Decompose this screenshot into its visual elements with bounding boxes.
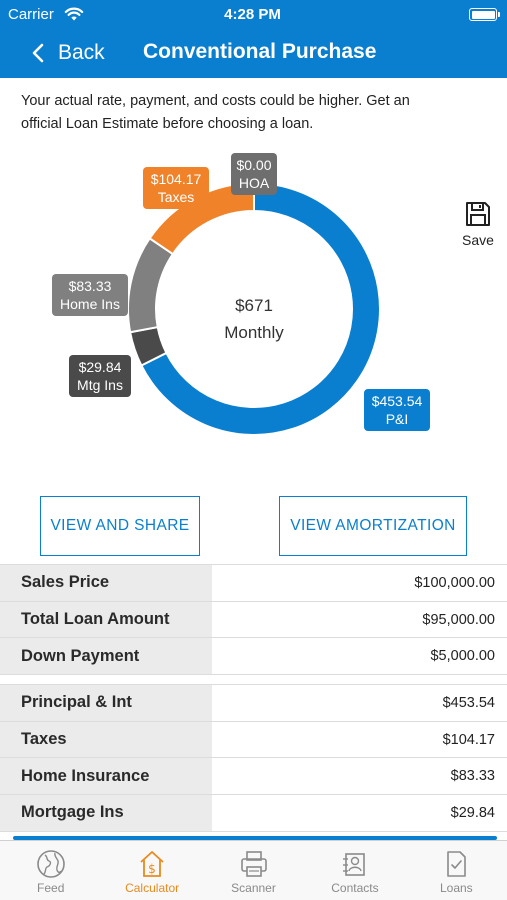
header: Carrier 4:28 PM Back Conventional Purcha… (0, 0, 507, 78)
row-value: $29.84 (450, 804, 495, 821)
tab-loans[interactable]: Loans (406, 841, 507, 900)
slice-value-home-ins: $83.33 (68, 278, 112, 294)
view-and-share-button[interactable]: VIEW AND SHARE (40, 496, 200, 556)
globe-icon (36, 850, 65, 878)
loan-summary-table: Sales Price $100,000.00 Total Loan Amoun… (0, 564, 507, 676)
back-button[interactable]: Back (32, 38, 105, 68)
tab-feed[interactable]: Feed (0, 841, 101, 900)
tab-contacts[interactable]: Contacts (304, 841, 405, 900)
tab-label: Loans (439, 881, 473, 895)
row-value: $83.33 (450, 768, 495, 785)
donut-svg (127, 181, 381, 436)
donut-slice-p-i (140, 181, 381, 436)
row-label: Total Loan Amount (0, 601, 212, 638)
tab-scanner[interactable]: Scanner (203, 841, 304, 900)
tab-label: Feed (37, 881, 65, 895)
payment-donut-chart: $671 Monthly $453.54 P&I $29.84 Mtg Ins … (0, 145, 507, 475)
back-label: Back (58, 41, 105, 64)
slice-name-taxes: Taxes (157, 189, 195, 205)
tab-label: Calculator (125, 881, 180, 895)
donut-slice-home-ins (127, 236, 175, 334)
slice-name-pi: P&I (385, 411, 409, 427)
tab-calculator[interactable]: $ Calculator (101, 841, 202, 900)
table-row: Principal & Int $453.54 (0, 685, 507, 722)
row-label: Home Insurance (0, 758, 212, 795)
slice-value-taxes: $104.17 (150, 171, 202, 187)
tab-label: Contacts (331, 881, 379, 895)
section-divider (13, 836, 497, 840)
status-bar: Carrier 4:28 PM (8, 6, 500, 24)
slice-label-taxes: $104.17 Taxes (143, 167, 209, 209)
slice-label-hoa: $0.00 HOA (231, 153, 277, 195)
slice-name-hoa: HOA (238, 175, 270, 191)
slice-label-pi: $453.54 P&I (364, 389, 430, 431)
table-row: Total Loan Amount $95,000.00 (0, 601, 507, 639)
table-row: Home Insurance $83.33 (0, 758, 507, 796)
row-value: $104.17 (442, 731, 495, 748)
printer-icon (240, 851, 267, 877)
row-value: $5,000.00 (430, 648, 495, 665)
view-amortization-button[interactable]: VIEW AMORTIZATION (279, 496, 467, 556)
chart-center-value: $671 (235, 296, 273, 315)
calculator-icon: $ (140, 851, 164, 877)
row-label: Down Payment (0, 638, 212, 675)
table-row: Mortgage Ins $29.84 (0, 795, 507, 832)
slice-value-pi: $453.54 (371, 393, 423, 409)
slice-value-mtg-ins: $29.84 (78, 359, 122, 375)
disclaimer-text: Your actual rate, payment, and costs cou… (21, 93, 410, 132)
chevron-left-icon (32, 43, 44, 63)
floppy-disk-icon (466, 202, 490, 226)
table-row: Down Payment $5,000.00 (0, 638, 507, 676)
slice-label-mtg-ins: $29.84 Mtg Ins (69, 355, 131, 397)
row-label: Taxes (0, 721, 212, 758)
slice-value-hoa: $0.00 (236, 157, 272, 173)
status-time: 4:28 PM (224, 6, 281, 23)
document-check-icon (447, 851, 467, 877)
row-label: Principal & Int (0, 685, 212, 721)
payment-breakdown-table: Principal & Int $453.54 Taxes $104.17 Ho… (0, 684, 507, 832)
slice-label-home-ins: $83.33 Home Ins (52, 274, 128, 316)
wifi-icon (64, 7, 84, 21)
row-value: $100,000.00 (414, 574, 495, 591)
tab-label: Scanner (231, 881, 276, 895)
row-value: $95,000.00 (422, 611, 495, 628)
navigation-bar: Back Conventional Purchase (0, 38, 507, 68)
svg-text:$: $ (148, 862, 156, 876)
row-value: $453.54 (442, 694, 495, 711)
contacts-icon (342, 853, 365, 876)
save-button[interactable]: Save (458, 200, 498, 248)
save-label: Save (462, 232, 494, 248)
slice-name-mtg-ins: Mtg Ins (77, 377, 123, 393)
battery-icon (469, 8, 500, 21)
row-label: Mortgage Ins (0, 795, 212, 831)
page-title: Conventional Purchase (143, 40, 377, 63)
carrier-label: Carrier (8, 6, 54, 23)
chart-center-label: Monthly (224, 323, 284, 342)
row-label: Sales Price (0, 565, 212, 601)
table-row: Taxes $104.17 (0, 721, 507, 759)
table-row: Sales Price $100,000.00 (0, 565, 507, 602)
tab-bar: Feed $ Calculator Scanner Contacts (0, 840, 507, 900)
slice-name-home-ins: Home Ins (60, 296, 120, 312)
